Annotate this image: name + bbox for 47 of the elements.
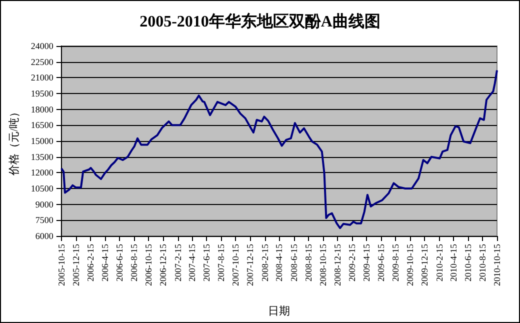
chart-title: 2005-2010年华东地区双酚A曲线图 xyxy=(140,12,380,30)
x-tick-label: 2009-6-15 xyxy=(376,244,386,282)
x-tick-label: 2006-10-15 xyxy=(143,244,154,286)
y-tick-label: 18000 xyxy=(30,104,54,114)
x-tick-label: 2009-8-15 xyxy=(390,244,400,282)
x-tick-label: 2005-12-15 xyxy=(70,244,81,286)
x-tick-label: 2010-4-15 xyxy=(448,244,458,282)
x-tick-label: 2008-4-15 xyxy=(274,244,284,282)
x-tick-label: 2009-12-15 xyxy=(419,244,430,286)
x-tick-label: 2010-10-15 xyxy=(492,244,502,286)
x-tick-label: 2008-8-15 xyxy=(303,244,314,282)
x-tick-label: 2005-10-15 xyxy=(56,244,66,286)
x-tick-label: 2007-4-15 xyxy=(186,244,197,282)
x-tick-label: 2010-2-15 xyxy=(434,244,444,282)
y-tick-label: 12000 xyxy=(30,168,54,178)
x-tick-label: 2007-12-15 xyxy=(245,244,256,286)
x-tick-label: 2009-10-15 xyxy=(404,244,415,286)
x-tick-label: 2007-8-15 xyxy=(216,244,226,282)
y-tick-label: 13500 xyxy=(30,152,54,162)
x-tick-label: 2006-2-15 xyxy=(86,244,96,282)
x-tick-label: 2008-12-15 xyxy=(332,244,342,286)
x-tick-label: 2006-8-15 xyxy=(128,244,139,282)
x-tick-label: 2008-2-15 xyxy=(260,244,270,282)
x-tick-label: 2008-10-15 xyxy=(318,244,328,286)
y-tick-label: 19500 xyxy=(30,88,54,98)
x-axis-title: 日期 xyxy=(268,306,290,318)
x-tick-label: 2008-6-15 xyxy=(288,244,299,282)
y-tick-label: 9000 xyxy=(35,199,54,210)
y-tick-label: 7500 xyxy=(35,215,54,226)
y-tick-label: 6000 xyxy=(35,231,54,241)
x-tick-label: 2006-12-15 xyxy=(158,244,168,286)
x-tick-label: 2007-2-15 xyxy=(172,244,183,282)
x-tick-label: 2006-6-15 xyxy=(114,244,124,282)
x-tick-label: 2009-2-15 xyxy=(347,244,358,282)
x-tick-label: 2006-4-15 xyxy=(100,244,110,282)
x-tick-label: 2010-8-15 xyxy=(477,244,488,282)
y-tick-label: 24000 xyxy=(30,41,54,51)
x-tick-label: 2007-6-15 xyxy=(201,244,212,282)
y-tick-label: 21000 xyxy=(30,72,54,83)
y-tick-label: 15000 xyxy=(30,136,54,146)
x-tick-label: 2007-10-15 xyxy=(230,244,241,286)
y-tick-label: 16500 xyxy=(30,120,54,130)
x-tick-label: 2010-6-15 xyxy=(462,244,473,282)
y-tick-label: 10500 xyxy=(30,184,54,194)
x-tick-label: 2009-4-15 xyxy=(361,244,372,282)
y-axis-title: 价格（元/吨） xyxy=(8,106,20,177)
y-tick-label: 22500 xyxy=(30,56,54,67)
